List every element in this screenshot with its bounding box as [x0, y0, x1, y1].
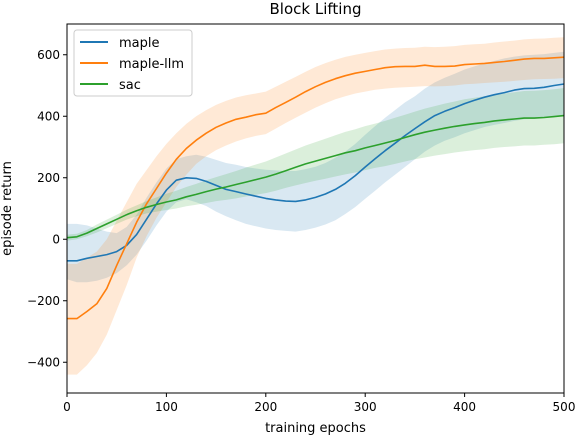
y-tick-label: 400 [37, 109, 60, 123]
y-axis-label: episode return [0, 161, 15, 256]
band-sac [67, 88, 564, 241]
x-tick-label: 0 [63, 400, 71, 414]
legend-label-maple-llm: maple-llm [119, 57, 184, 72]
band-maple [67, 51, 564, 283]
y-tick-label: 200 [37, 171, 60, 185]
x-tick-label: 200 [254, 400, 277, 414]
series-lines [66, 56, 565, 320]
line-sac [66, 114, 565, 239]
band-maple-llm [67, 37, 564, 375]
y-tick-label: −400 [27, 355, 60, 369]
x-tick-label: 400 [453, 400, 476, 414]
x-tick-label: 100 [155, 400, 178, 414]
x-axis-ticks: 0 100 200 300 400 500 [63, 393, 575, 414]
y-tick-label: 600 [37, 48, 60, 62]
line-maple [67, 83, 565, 262]
line-maple-llm [67, 56, 565, 320]
legend-label-maple: maple [119, 36, 160, 51]
y-tick-label: 0 [52, 232, 60, 246]
plot-frame [66, 23, 565, 394]
y-axis-ticks: −400 −200 0 200 400 600 [27, 48, 67, 369]
x-tick-label: 300 [354, 400, 377, 414]
legend-label-sac: sac [119, 78, 141, 93]
legend-frame [73, 29, 193, 97]
y-tick-label: −200 [27, 294, 60, 308]
confidence-bands [67, 37, 564, 375]
x-axis-label: training epochs [265, 421, 366, 435]
chart-title: Block Lifting [270, 0, 362, 18]
x-tick-label: 500 [553, 400, 576, 414]
legend: maple maple-llm sac [73, 29, 193, 97]
